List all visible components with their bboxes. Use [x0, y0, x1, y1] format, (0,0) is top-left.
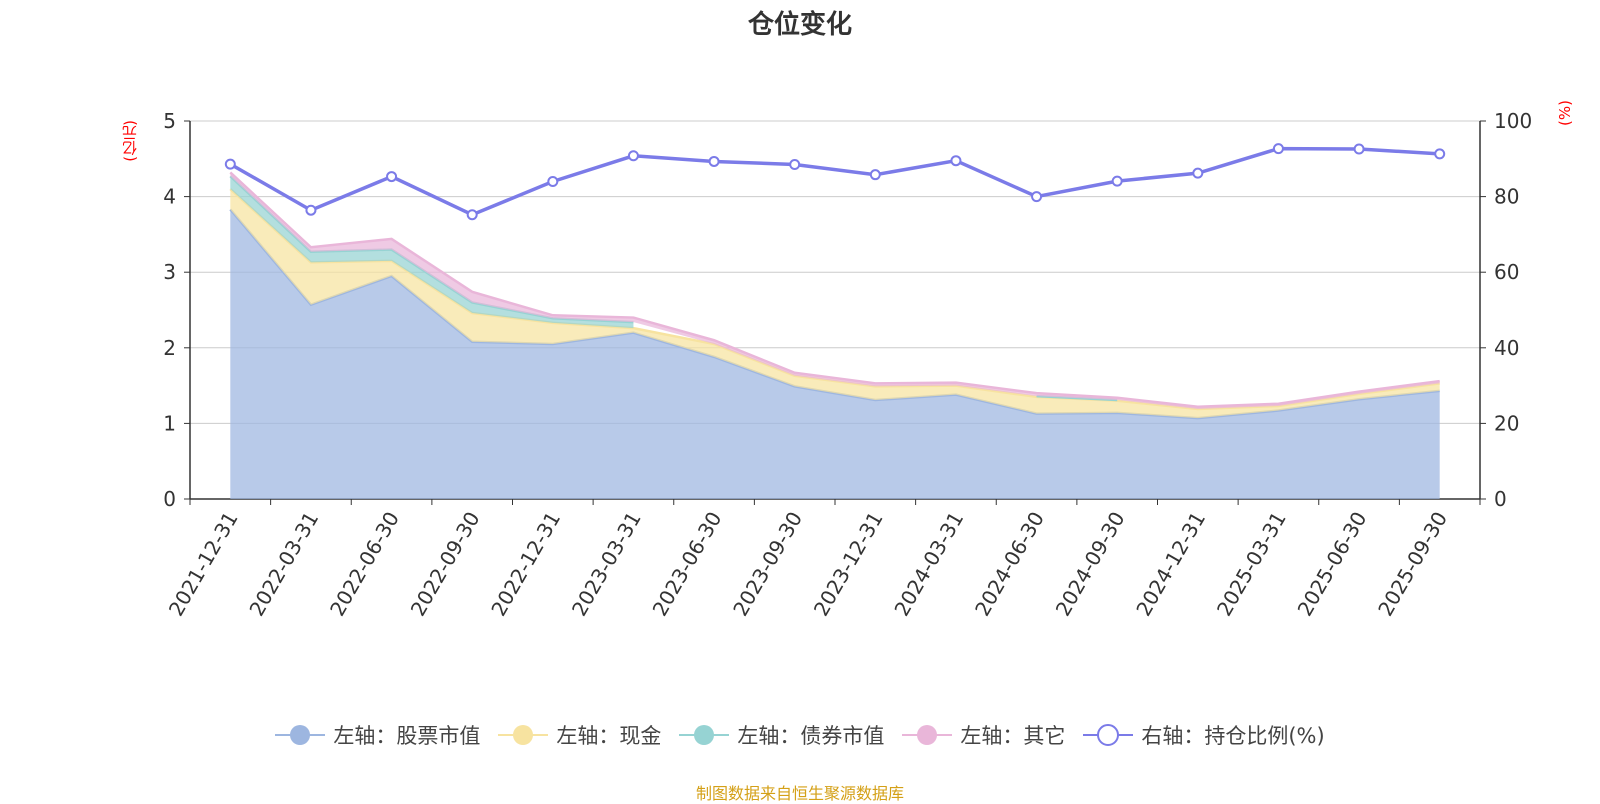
legend-label-stock: 左轴：股票市值 — [333, 724, 481, 748]
position-ratio-point — [1031, 191, 1043, 203]
position-ratio-point — [386, 171, 398, 183]
x-axis-tick-label: 2024-03-31 — [889, 508, 968, 621]
legend-item-cash[interactable]: 左轴：现金 — [498, 720, 661, 750]
left-axis-tick-label: 4 — [163, 185, 176, 209]
position-ratio-point — [627, 150, 639, 162]
legend-item-stock[interactable]: 左轴：股票市值 — [275, 720, 480, 750]
legend-item-position-ratio[interactable]: 右轴：持仓比例(%) — [1083, 720, 1325, 750]
x-axis-tick-label: 2022-09-30 — [406, 508, 485, 621]
right-axis-tick-label: 100 — [1494, 109, 1532, 133]
position-ratio-point — [1353, 143, 1365, 155]
position-ratio-point — [547, 175, 559, 187]
legend-marker-stock-icon — [275, 725, 326, 745]
position-ratio-point — [466, 209, 478, 221]
left-axis-tick-label: 0 — [163, 487, 176, 511]
x-axis-tick-label: 2025-09-30 — [1373, 508, 1452, 621]
position-ratio-point — [708, 155, 720, 167]
x-axis-tick-label: 2023-06-30 — [647, 508, 726, 621]
left-axis-tick-label: 2 — [163, 336, 176, 360]
area-series-line-3 — [229, 171, 1440, 409]
right-axis-tick-label: 0 — [1494, 487, 1507, 511]
legend-label-other: 左轴：其它 — [960, 724, 1066, 748]
legend-label-cash: 左轴：现金 — [556, 724, 662, 748]
left-axis-tick-label: 3 — [163, 260, 176, 284]
x-axis-tick-label: 2023-03-31 — [567, 508, 646, 621]
right-axis-tick-label: 40 — [1494, 336, 1519, 360]
x-axis-tick-label: 2024-06-30 — [970, 508, 1049, 621]
legend: 左轴：股票市值 左轴：现金 左轴：债券市值 左轴：其它 右轴：持仓比例(%) — [0, 720, 1600, 750]
legend-marker-ratio-icon — [1083, 724, 1134, 746]
position-ratio-point — [1111, 175, 1123, 187]
x-axis-tick-label: 2021-12-31 — [164, 508, 243, 621]
legend-item-other[interactable]: 左轴：其它 — [902, 720, 1065, 750]
x-axis-tick-label: 2022-12-31 — [486, 508, 565, 621]
legend-item-bond[interactable]: 左轴：债券市值 — [679, 720, 884, 750]
position-ratio-point — [950, 155, 962, 167]
x-axis-tick-label: 2025-06-30 — [1292, 508, 1371, 621]
x-axis-tick-label: 2024-12-31 — [1131, 508, 1210, 621]
position-ratio-point — [305, 204, 317, 216]
x-axis-tick-label: 2025-03-31 — [1212, 508, 1291, 621]
position-ratio-point — [224, 158, 236, 170]
right-axis-tick-label: 80 — [1494, 185, 1519, 209]
position-ratio-point — [789, 158, 801, 170]
position-ratio-point — [1272, 143, 1284, 155]
x-axis-tick-label: 2023-12-31 — [809, 508, 888, 621]
legend-label-position-ratio: 右轴：持仓比例(%) — [1141, 724, 1325, 748]
right-axis-tick-label: 60 — [1494, 260, 1519, 284]
position-ratio-point — [1192, 167, 1204, 179]
position-ratio-line — [229, 146, 1440, 217]
x-axis-tick-label: 2023-09-30 — [728, 508, 807, 621]
legend-label-bond: 左轴：债券市值 — [737, 724, 885, 748]
position-ratio-point — [869, 169, 881, 181]
left-axis-unit: (亿元) — [121, 120, 139, 162]
legend-marker-cash-icon — [498, 725, 549, 745]
x-axis-tick-label: 2024-09-30 — [1051, 508, 1130, 621]
right-axis-unit: (%) — [1556, 100, 1574, 126]
legend-marker-other-icon — [902, 725, 953, 745]
left-axis-tick-label: 5 — [163, 109, 176, 133]
chart-title: 仓位变化 — [747, 10, 852, 40]
legend-marker-bond-icon — [679, 725, 730, 745]
left-axis-tick-label: 1 — [163, 411, 176, 435]
x-axis-tick-label: 2022-06-30 — [325, 508, 404, 621]
area-series-0 — [230, 209, 1440, 499]
right-axis-tick-label: 20 — [1494, 411, 1519, 435]
data-source-note: 制图数据来自恒生聚源数据库 — [695, 784, 904, 803]
position-ratio-point — [1434, 148, 1446, 160]
x-axis-tick-label: 2022-03-31 — [244, 508, 323, 621]
